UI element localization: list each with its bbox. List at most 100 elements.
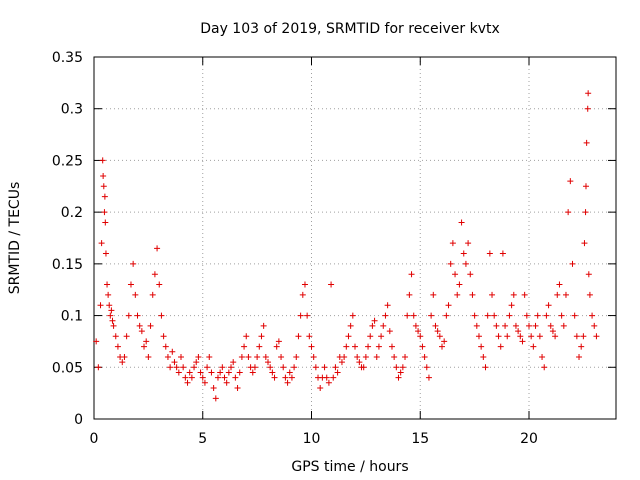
- data-point: [384, 302, 391, 309]
- data-point: [471, 312, 478, 319]
- data-point: [271, 374, 278, 381]
- data-point: [208, 369, 215, 376]
- data-point: [151, 271, 158, 278]
- data-point: [452, 271, 459, 278]
- data-point: [273, 343, 280, 350]
- data-point: [201, 379, 208, 386]
- data-point: [230, 359, 237, 366]
- data-point: [98, 240, 105, 247]
- data-point: [584, 105, 591, 112]
- data-point: [404, 312, 411, 319]
- data-point: [536, 333, 543, 340]
- data-point: [104, 281, 111, 288]
- data-point: [171, 359, 178, 366]
- data-point: [295, 333, 302, 340]
- x-axis: 0 5 10 15 20: [90, 57, 538, 447]
- data-point: [517, 333, 524, 340]
- data-point: [197, 369, 204, 376]
- data-point: [102, 250, 109, 257]
- data-point: [195, 353, 202, 360]
- data-point: [225, 369, 232, 376]
- data-point: [578, 343, 585, 350]
- y-tick-label: 0.1: [61, 309, 83, 325]
- data-point: [310, 353, 317, 360]
- data-point: [388, 343, 395, 350]
- data-point: [439, 343, 445, 350]
- data-point: [256, 343, 263, 350]
- data-point: [217, 369, 224, 376]
- data-point: [134, 312, 141, 319]
- data-point: [199, 374, 206, 381]
- data-point: [182, 374, 189, 381]
- data-point: [265, 359, 271, 366]
- data-point: [521, 291, 528, 298]
- data-point: [552, 333, 559, 340]
- data-point: [571, 312, 578, 319]
- data-point: [549, 328, 556, 335]
- data-point: [301, 281, 308, 288]
- data-point: [99, 157, 106, 164]
- data-point: [234, 384, 241, 391]
- data-point: [417, 333, 424, 340]
- data-point: [254, 353, 261, 360]
- y-tick-label: 0.15: [52, 257, 83, 273]
- data-point: [495, 333, 502, 340]
- data-point: [423, 364, 430, 371]
- data-point: [456, 281, 463, 288]
- data-point: [558, 312, 565, 319]
- data-point: [95, 364, 102, 371]
- data-point: [504, 333, 511, 340]
- data-point: [343, 343, 350, 350]
- data-point: [175, 369, 182, 376]
- data-point: [445, 302, 452, 309]
- data-point: [576, 353, 583, 360]
- data-point: [114, 343, 121, 350]
- data-point: [121, 353, 128, 360]
- data-point: [284, 379, 291, 386]
- x-tick-label: 20: [520, 431, 538, 447]
- data-point: [545, 302, 552, 309]
- data-point: [164, 353, 171, 360]
- data-point: [386, 328, 393, 335]
- data-point: [93, 338, 100, 345]
- data-point: [223, 379, 230, 386]
- data-point: [321, 364, 328, 371]
- data-point: [97, 302, 104, 309]
- data-point: [475, 333, 482, 340]
- data-point: [132, 291, 139, 298]
- data-point: [415, 328, 422, 335]
- data-point: [534, 312, 541, 319]
- data-point: [180, 364, 187, 371]
- data-point: [393, 364, 400, 371]
- data-point: [410, 312, 417, 319]
- data-point: [325, 379, 332, 386]
- data-point: [462, 260, 469, 267]
- data-point: [360, 364, 367, 371]
- data-point: [232, 374, 239, 381]
- data-point: [127, 281, 134, 288]
- data-point: [556, 281, 563, 288]
- data-point: [173, 364, 180, 371]
- data-point: [245, 353, 252, 360]
- data-point: [365, 343, 372, 350]
- data-point: [375, 343, 382, 350]
- data-point: [278, 353, 285, 360]
- data-point: [382, 312, 389, 319]
- data-point: [212, 395, 219, 402]
- data-point: [345, 333, 352, 340]
- data-point: [112, 333, 119, 340]
- data-point: [308, 343, 315, 350]
- data-point: [541, 364, 548, 371]
- data-point: [341, 353, 348, 360]
- data-point: [406, 291, 413, 298]
- data-point: [354, 353, 361, 360]
- data-point: [489, 291, 496, 298]
- data-point: [130, 260, 137, 267]
- data-point: [267, 364, 274, 371]
- data-point: [543, 312, 550, 319]
- y-tick-label: 0.05: [52, 360, 83, 376]
- data-point: [167, 364, 174, 371]
- data-point: [282, 374, 289, 381]
- data-point: [458, 219, 465, 226]
